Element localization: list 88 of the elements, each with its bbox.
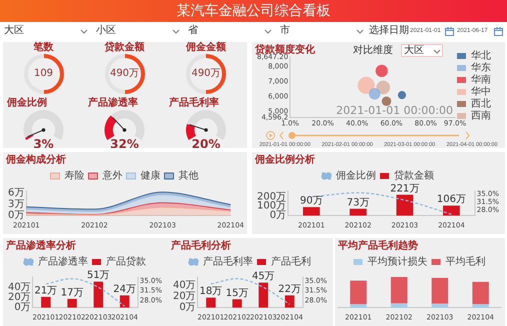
data-label: 21万 [34, 285, 58, 296]
text: 某汽车金融公司综合看板 [0, 0, 507, 22]
chart-title: 产品毛利分析 [170, 240, 231, 252]
data-label: 22万 [278, 284, 301, 295]
legend-label: 华北 [471, 50, 491, 62]
text: 20% [192, 137, 220, 152]
legend-label: 产品毛利率 [203, 256, 253, 268]
bar [396, 194, 414, 216]
text: 32% [110, 137, 139, 152]
bar [350, 280, 367, 304]
bar [443, 206, 460, 216]
text: 省 [187, 24, 199, 38]
bar [67, 298, 77, 308]
y-tick-label: 40万 [172, 280, 196, 291]
y-tick-label: 6万 [8, 187, 24, 198]
text: 佣金金额 [184, 42, 227, 53]
y-tick-label: 3万 [8, 198, 24, 210]
text: 小区 [95, 24, 117, 38]
bar [432, 278, 448, 304]
text: 3% [33, 137, 54, 152]
bar [472, 282, 489, 304]
y-tick-label: 0万 [179, 302, 196, 314]
chart-title: 产品毛利率 [168, 96, 219, 109]
data-label: 18万 [199, 286, 222, 298]
legend-label: 西南 [471, 110, 491, 122]
text: 市 [279, 24, 291, 38]
data-label: 17万 [60, 288, 84, 299]
y-tick-label: 20万 [8, 292, 31, 303]
bar [120, 295, 130, 308]
chart-title: 佣金构成分析 [5, 154, 66, 166]
chart-title: 佣金比例分析 [254, 154, 315, 166]
legend-label: 产品贷款 [106, 256, 146, 268]
data-label: 45万 [252, 271, 275, 282]
bar [350, 208, 366, 216]
y-tick-label: 100万 [256, 200, 286, 212]
text: 笔数 [32, 42, 54, 53]
bar [94, 282, 104, 308]
data-label: 15万 [226, 288, 248, 299]
bar [432, 304, 448, 308]
bar [232, 299, 242, 308]
text: 109 [32, 68, 54, 80]
text: 选择日期 [369, 24, 409, 38]
data-label: 51万 [87, 270, 110, 282]
y-tick-label: 0万 [8, 210, 24, 222]
y-tick-label: 200万 [256, 191, 286, 202]
legend-label: 产品毛利 [271, 256, 311, 268]
data-label: 221万 [390, 183, 420, 194]
bar [390, 303, 408, 308]
bar [206, 298, 216, 308]
chart-title: 产品渗透率 [87, 96, 138, 109]
bar [472, 304, 489, 308]
legend-label: 佣金比例 [336, 170, 376, 182]
legend-label: 产品渗透率 [38, 256, 88, 268]
y-tick-label: 0万 [270, 210, 286, 222]
y-tick-label: 40万 [8, 282, 31, 293]
legend-label: 西北 [471, 98, 491, 110]
legend-label: 华东 [471, 62, 491, 74]
legend-label: 平均毛利 [446, 256, 486, 268]
data-label: 73万 [346, 197, 370, 208]
legend-label: 华南 [471, 74, 491, 86]
legend-label: 意外 [102, 170, 122, 182]
data-label: 106万 [436, 194, 466, 206]
text: 大区 [3, 24, 25, 38]
text: 对比维度 [353, 45, 393, 57]
legend-label: 其他 [178, 170, 198, 182]
text: 490万 [190, 68, 222, 80]
text: 490万 [108, 68, 140, 80]
chart-title: 产品渗透率分析 [5, 240, 76, 252]
bar [258, 282, 268, 308]
legend-label: 贷款金额 [394, 170, 434, 182]
text: 贷款金额 [104, 42, 146, 53]
bar [303, 207, 320, 216]
legend-label: 平均预计损失 [368, 256, 428, 268]
legend-label: 华中 [471, 86, 491, 98]
annotation: 2021-01-01 00:00:00 [336, 104, 453, 117]
bar [41, 296, 51, 308]
legend-label: 寿险 [64, 170, 84, 182]
chart-title: 平均产品毛利趋势 [337, 240, 418, 252]
text: 大区 [401, 44, 443, 57]
y-tick-label: 20万 [172, 291, 196, 302]
y-tick-label: 0万 [14, 302, 31, 314]
bar [350, 304, 367, 308]
data-label: 90万 [300, 196, 323, 207]
bar [284, 295, 294, 308]
data-label: 24万 [113, 284, 136, 295]
legend-label: 健康 [140, 170, 160, 182]
chart-title: 佣金比例 [6, 96, 47, 109]
bar [390, 277, 408, 304]
